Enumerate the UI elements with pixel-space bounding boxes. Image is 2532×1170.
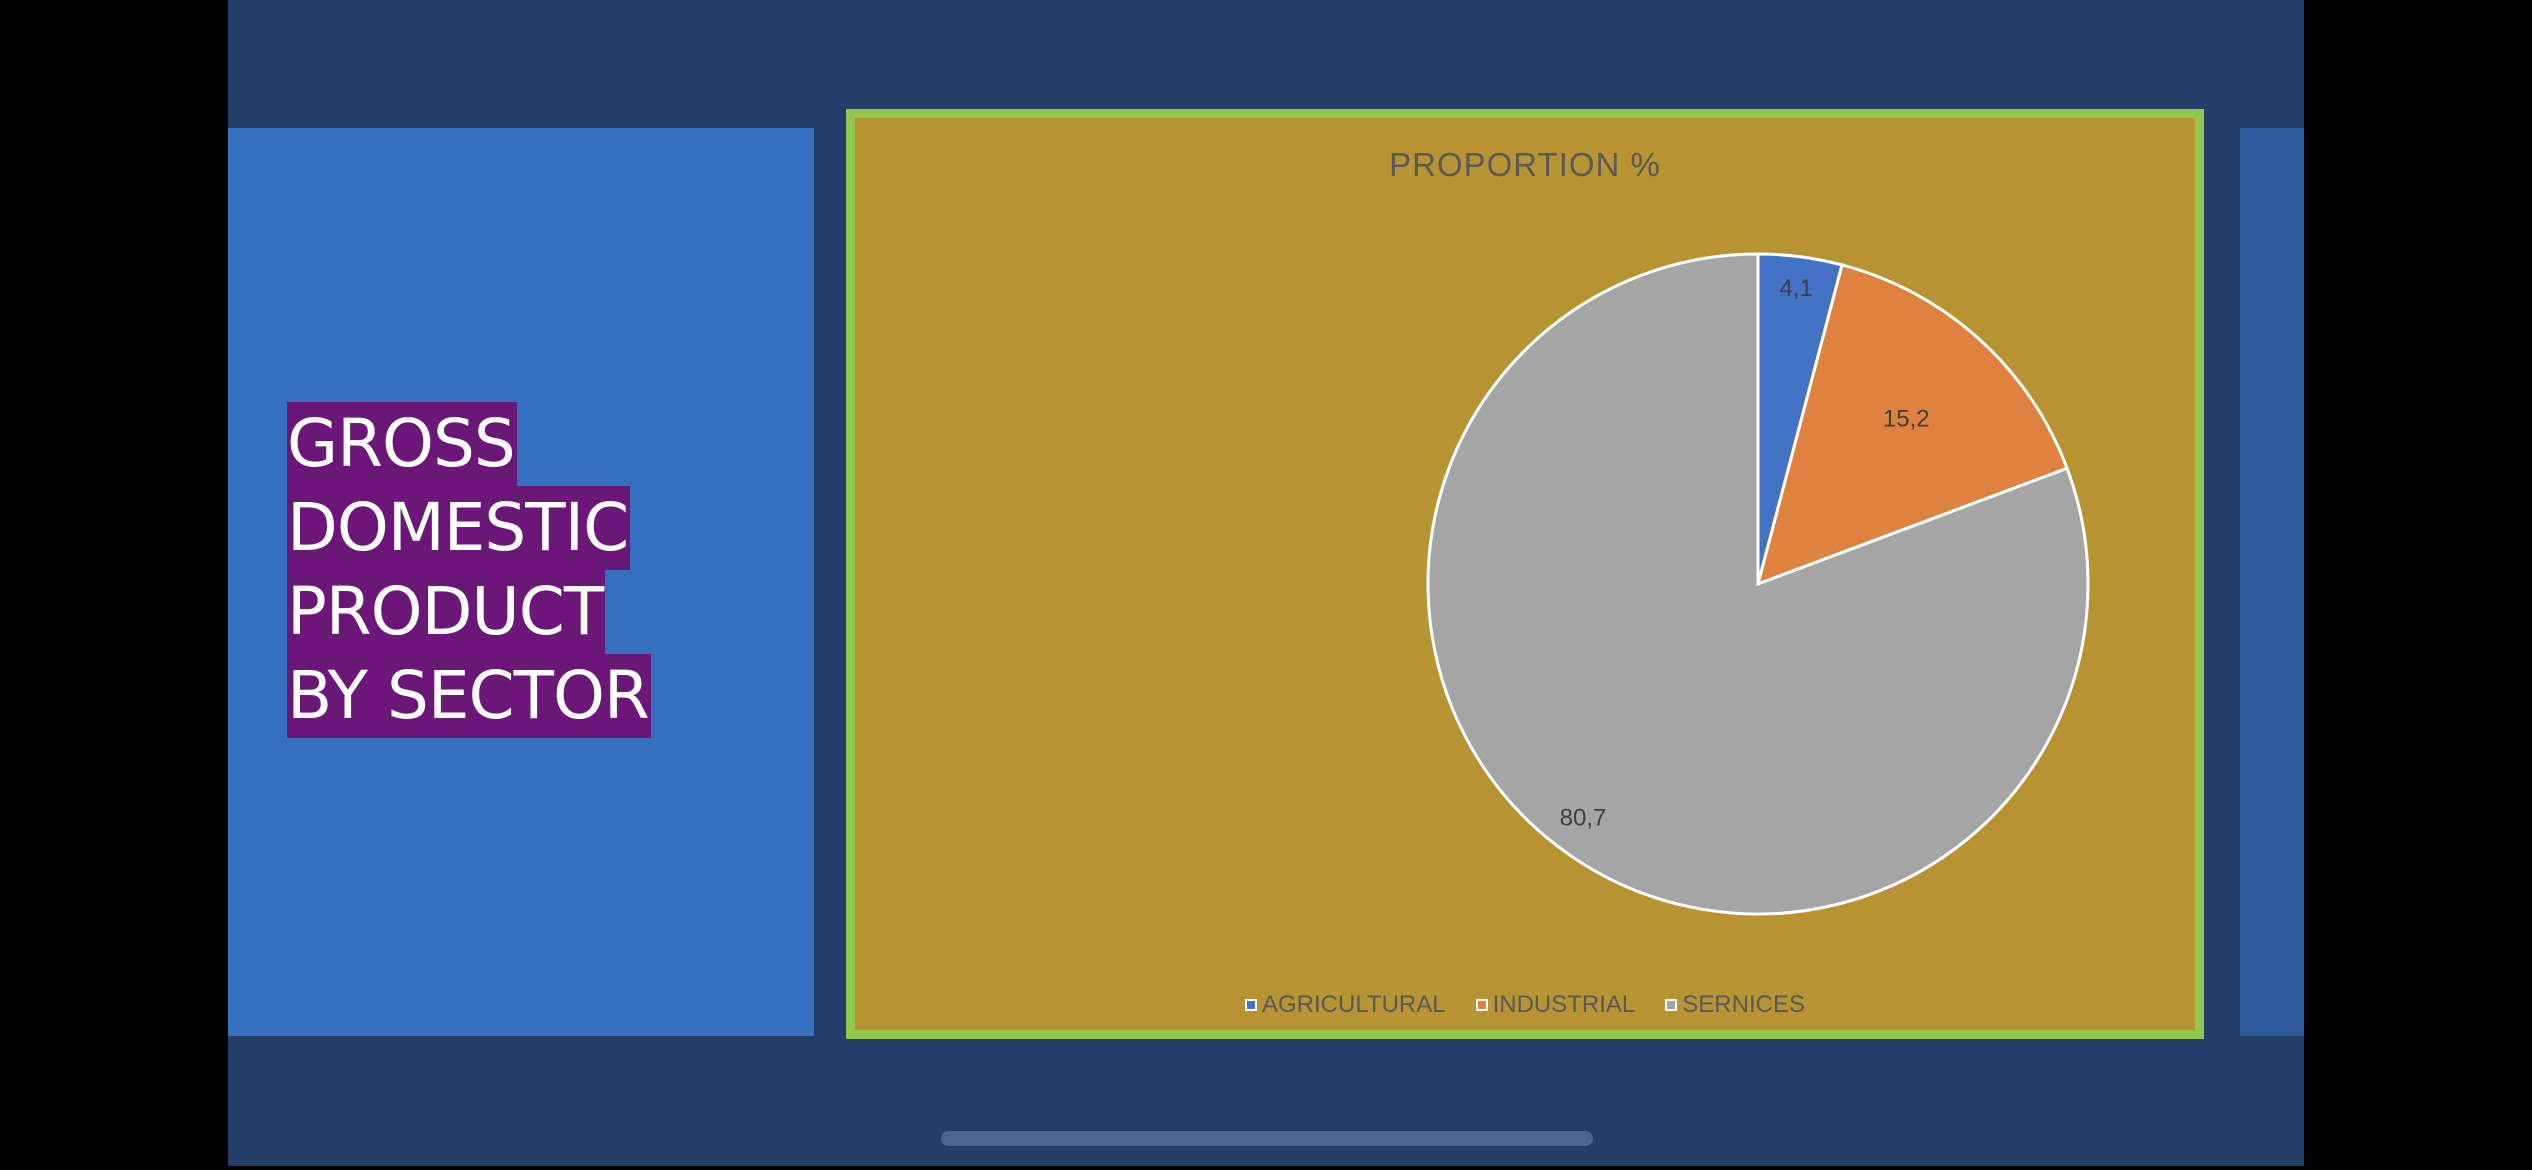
data-label: 80,7 [1560, 804, 1607, 831]
presentation-screen: GROSS DOMESTIC PRODUCT BY SECTOR PROPORT… [228, 0, 2304, 1166]
slide-title-line: GROSS [287, 402, 517, 486]
title-panel: GROSS DOMESTIC PRODUCT BY SECTOR [228, 128, 814, 1036]
chart-legend: AGRICULTURAL INDUSTRIAL SERNICES [855, 991, 2195, 1019]
legend-label: AGRICULTURAL [1262, 991, 1446, 1018]
next-slide-edge [2240, 128, 2304, 1036]
data-label: 4,1 [1779, 275, 1812, 302]
slide-title: GROSS DOMESTIC PRODUCT BY SECTOR [287, 402, 651, 738]
legend-label: INDUSTRIAL [1492, 991, 1636, 1018]
chart-title: PROPORTION % [1389, 146, 1661, 183]
pie-chart: 4,1 15,2 80,7 [1426, 252, 2090, 916]
legend-label: SERNICES [1682, 991, 1805, 1018]
slide-title-line: DOMESTIC [287, 486, 631, 570]
pie-slice-sernices[interactable] [1426, 252, 2090, 916]
legend-item: INDUSTRIAL [1475, 991, 1636, 1019]
legend-swatch [1245, 999, 1257, 1011]
legend-item: SERNICES [1665, 991, 1805, 1019]
chart-frame[interactable]: PROPORTION % 4,1 15,2 80,7 AGRICULTURAL IN… [846, 109, 2204, 1039]
legend-swatch [1665, 999, 1678, 1011]
slide-title-line: BY SECTOR [287, 654, 651, 738]
pie-slice-industrial[interactable] [1755, 263, 2069, 587]
legend-item: AGRICULTURAL [1245, 991, 1446, 1019]
legend-swatch [1475, 999, 1488, 1011]
slide-title-line: PRODUCT [287, 570, 606, 654]
scroll-indicator[interactable] [941, 1131, 1593, 1146]
data-label: 15,2 [1883, 405, 1930, 432]
